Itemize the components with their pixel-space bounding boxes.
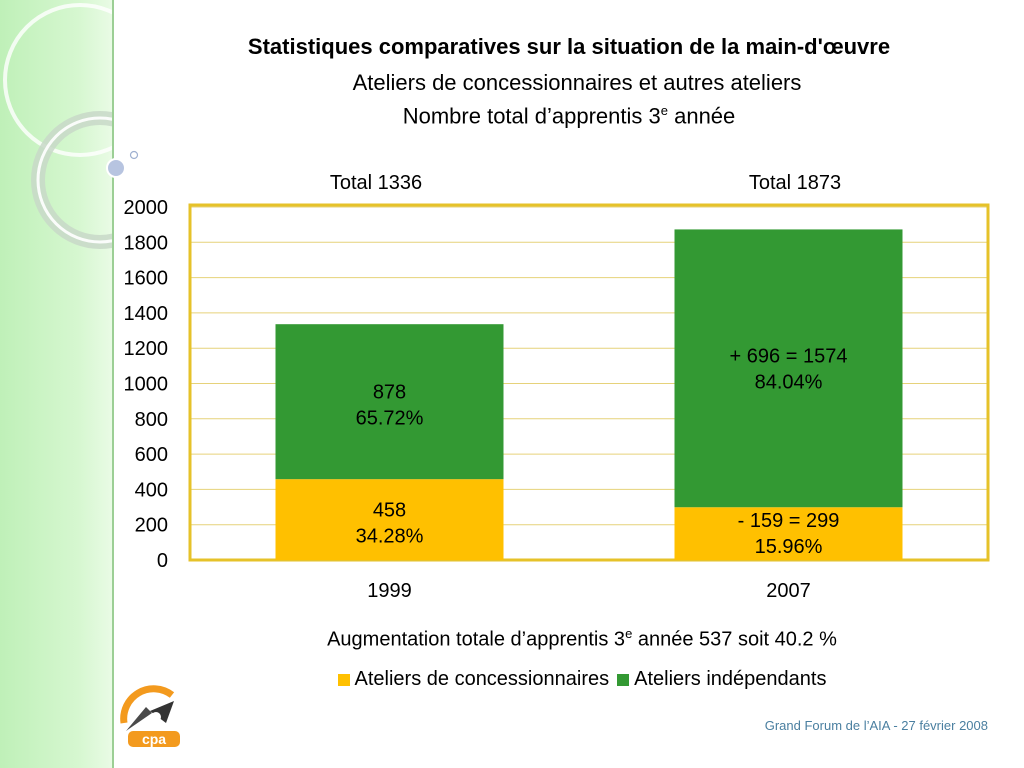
- total-label-2007: Total 1873: [748, 172, 842, 194]
- bar-concessionnaires-2007: [674, 507, 903, 560]
- data-label: + 696 = 1574: [730, 345, 848, 367]
- y-tick-label: 1200: [124, 338, 169, 360]
- total-label-1999: Total 1336: [329, 172, 423, 194]
- y-tick-label: 1000: [124, 374, 169, 396]
- legend-swatch-independants: [617, 673, 630, 686]
- data-label: 84.04%: [755, 371, 823, 393]
- y-tick-label: 1600: [124, 268, 169, 290]
- data-label: 878: [373, 382, 406, 404]
- decorative-bubbles: [106, 150, 139, 178]
- data-label: 15.96%: [755, 536, 823, 558]
- bar-independants-1999: [275, 324, 504, 480]
- y-tick-label: 600: [135, 444, 168, 466]
- svg-text:cpa: cpa: [142, 731, 166, 747]
- x-tick-label: 2007: [766, 580, 811, 602]
- legend-swatch-concessionnaires: [337, 673, 350, 686]
- data-label: 65.72%: [356, 408, 424, 430]
- y-tick-label: 800: [135, 409, 168, 431]
- y-tick-label: 200: [135, 515, 168, 537]
- y-tick-label: 0: [157, 550, 168, 572]
- x-tick-label: 1999: [367, 580, 412, 602]
- bar-independants-2007: [674, 229, 903, 508]
- footer-text: Grand Forum de l’AIA - 27 février 2008: [764, 718, 988, 733]
- side-border: [112, 0, 114, 768]
- chart-subtitle-2: Nombre total d’apprentis 3e année: [402, 103, 736, 129]
- legend-label-independants: Ateliers indépendants: [634, 668, 827, 690]
- cpa-logo: cpa: [120, 685, 180, 747]
- y-tick-label: 1400: [124, 303, 169, 325]
- augmentation-note: Augmentation totale d’apprentis 3e année…: [327, 626, 837, 651]
- plot-frame: [188, 203, 990, 562]
- chart-subtitle: Ateliers de concessionnaires et autres a…: [352, 70, 802, 95]
- legend-item-independants: Ateliers indépendants: [617, 668, 826, 691]
- y-tick-label: 400: [135, 479, 168, 501]
- data-label: 458: [373, 500, 406, 522]
- y-tick-label: 2000: [124, 197, 169, 219]
- decorative-side-panel: [0, 0, 112, 768]
- legend-item-concessionnaires: Ateliers de concessionnaires: [337, 668, 610, 691]
- bar-concessionnaires-1999: [275, 479, 504, 560]
- data-label: - 159 = 299: [738, 510, 840, 532]
- y-tick-label: 1800: [124, 232, 169, 254]
- data-label: 34.28%: [356, 526, 424, 548]
- legend-label-concessionnaires: Ateliers de concessionnaires: [354, 668, 610, 690]
- decorative-rings: [3, 3, 112, 249]
- chart-legend: Ateliers de concessionnaires Ateliers in…: [114, 668, 1024, 691]
- chart-title: Statistiques comparatives sur la situati…: [247, 34, 891, 59]
